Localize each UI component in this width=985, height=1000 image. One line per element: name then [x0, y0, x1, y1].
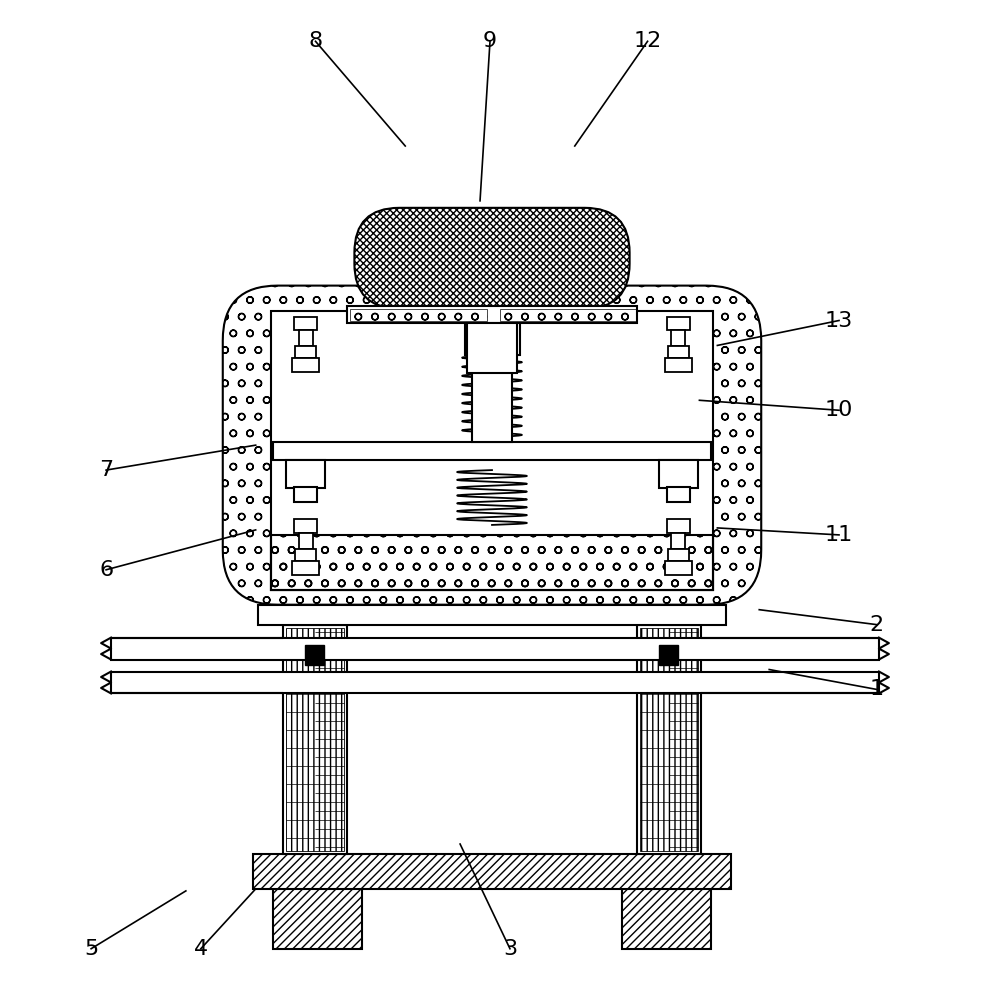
Bar [271, 311, 713, 590]
Bar [667, 519, 690, 533]
Bar [672, 330, 686, 346]
Text: 2: 2 [870, 615, 884, 635]
Bar [253, 854, 731, 889]
Text: 8: 8 [308, 31, 322, 51]
Text: 7: 7 [99, 460, 113, 480]
Text: 5: 5 [84, 939, 98, 959]
Bar [639, 628, 698, 851]
Bar [273, 884, 362, 949]
Bar [295, 346, 316, 358]
Bar [636, 625, 701, 854]
Bar [668, 549, 690, 561]
Text: 4: 4 [194, 939, 208, 959]
Bar [465, 301, 520, 355]
Bar [292, 358, 319, 372]
Bar [294, 519, 317, 533]
Bar [111, 638, 879, 660]
Bar [672, 533, 686, 549]
Text: 11: 11 [824, 525, 853, 545]
Bar [665, 358, 692, 372]
Bar [667, 487, 690, 502]
Bar [286, 628, 345, 851]
Bar [472, 281, 512, 442]
Bar [283, 625, 348, 854]
Bar [500, 309, 636, 321]
Text: 1: 1 [870, 679, 884, 699]
Bar [622, 884, 711, 949]
Bar [271, 535, 713, 590]
Text: 12: 12 [633, 31, 662, 51]
Bar [351, 309, 487, 321]
FancyBboxPatch shape [355, 208, 629, 309]
Bar [295, 549, 316, 561]
Text: 13: 13 [824, 311, 853, 331]
Bar [659, 460, 698, 488]
Text: 9: 9 [483, 31, 497, 51]
Bar [304, 645, 324, 665]
Bar [298, 533, 312, 549]
Bar [665, 561, 692, 575]
Bar [659, 645, 679, 665]
Text: 3: 3 [503, 939, 517, 959]
Bar [667, 317, 690, 330]
Bar [668, 346, 690, 358]
Bar [294, 487, 317, 502]
Bar [298, 330, 312, 346]
Bar [258, 605, 726, 625]
Bar [286, 460, 325, 488]
Text: 10: 10 [824, 400, 853, 420]
Text: 6: 6 [99, 560, 113, 580]
Bar [348, 306, 636, 323]
Bar [271, 535, 713, 590]
Bar [467, 323, 517, 373]
Bar [294, 317, 317, 330]
Bar [292, 561, 319, 575]
Bar [271, 535, 713, 590]
Bar [111, 672, 879, 693]
Bar [273, 442, 711, 460]
